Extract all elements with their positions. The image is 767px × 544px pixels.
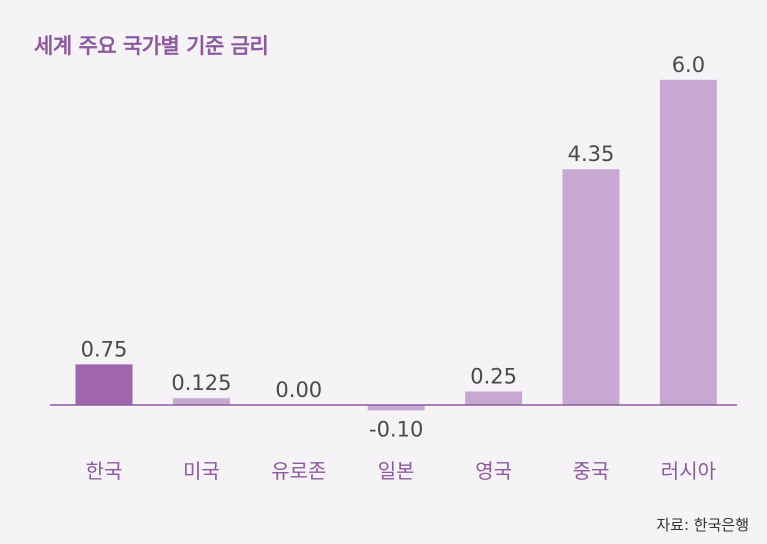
category-label-5: 중국 bbox=[573, 459, 610, 483]
value-label-0: 0.75 bbox=[81, 337, 128, 361]
category-label-4: 영국 bbox=[475, 459, 512, 483]
bars-group bbox=[75, 79, 717, 411]
bar-4 bbox=[465, 391, 523, 405]
category-labels-group: 한국 미국 유로존 일본 영국 중국 러시아 bbox=[86, 459, 716, 483]
value-label-1: 0.125 bbox=[171, 371, 231, 395]
value-label-3: -0.10 bbox=[369, 417, 423, 441]
value-label-2: 0.00 bbox=[275, 378, 322, 402]
category-label-6: 러시아 bbox=[661, 459, 716, 483]
category-label-0: 한국 bbox=[86, 459, 123, 483]
bar-3 bbox=[367, 405, 425, 411]
value-label-5: 4.35 bbox=[568, 142, 615, 166]
source-note: 자료: 한국은행 bbox=[656, 516, 749, 534]
bar-6 bbox=[659, 79, 717, 406]
category-label-1: 미국 bbox=[183, 459, 220, 483]
value-label-6: 6.0 bbox=[672, 53, 705, 77]
category-label-3: 일본 bbox=[378, 459, 415, 483]
value-label-4: 0.25 bbox=[470, 364, 517, 388]
bar-0 bbox=[75, 364, 133, 405]
value-labels-group: 0.75 0.125 0.00 -0.10 0.25 4.35 6.0 bbox=[81, 53, 705, 442]
category-label-2: 유로존 bbox=[271, 459, 326, 483]
chart-title: 세계 주요 국가별 기준 금리 bbox=[34, 34, 269, 58]
bar-1 bbox=[172, 398, 230, 405]
bar-5 bbox=[562, 169, 620, 405]
